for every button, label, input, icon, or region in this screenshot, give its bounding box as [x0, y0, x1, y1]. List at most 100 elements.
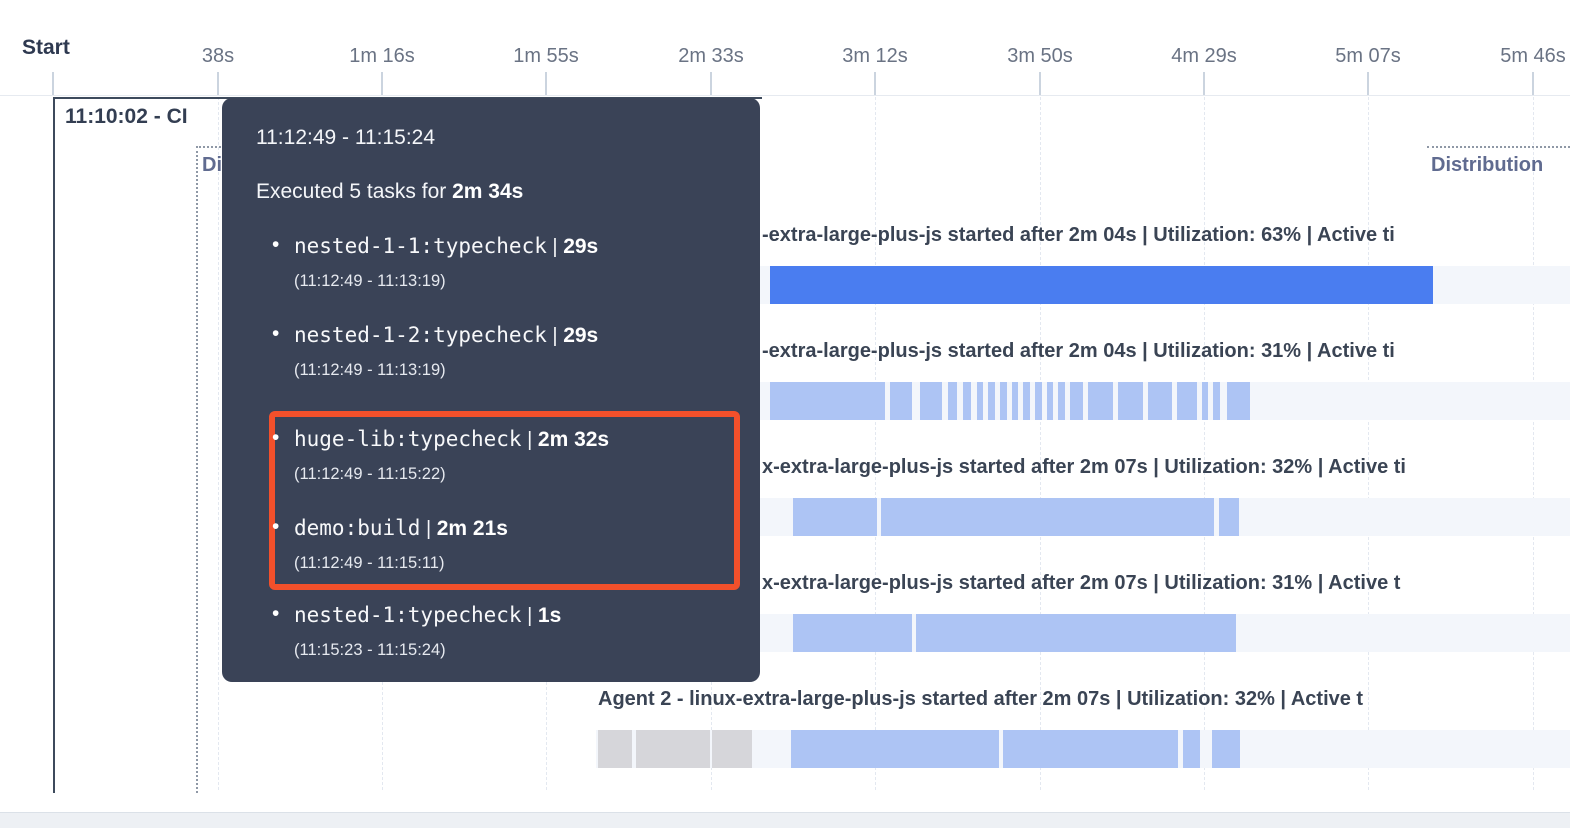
- task-bar-segment[interactable]: [963, 382, 971, 420]
- gridline: [875, 97, 876, 790]
- task-bar-segment[interactable]: [1047, 382, 1053, 420]
- task-bar-segment[interactable]: [770, 266, 1433, 304]
- tooltip-summary-duration: 2m 34s: [452, 180, 524, 203]
- tick-mark: [381, 72, 383, 95]
- task-duration: 2m 32s: [537, 428, 610, 451]
- agent-startup-segment[interactable]: [598, 730, 632, 768]
- gridline: [1368, 97, 1369, 790]
- task-bar-segment[interactable]: [793, 498, 877, 536]
- task-bar-segment[interactable]: [1023, 382, 1030, 420]
- task-duration: 29s: [563, 235, 599, 258]
- task-bar-segment[interactable]: [1088, 382, 1113, 420]
- task-bar-segment[interactable]: [1227, 382, 1250, 420]
- task-bar-segment[interactable]: [793, 614, 912, 652]
- task-bar-segment[interactable]: [1058, 382, 1065, 420]
- tick-mark: [874, 72, 876, 95]
- task-bar-segment[interactable]: [1183, 730, 1200, 768]
- tooltip-summary: Executed 5 tasks for 2m 34s: [256, 178, 726, 205]
- tick-mark: [1203, 72, 1205, 95]
- task-bar-segment[interactable]: [948, 382, 957, 420]
- gridline: [1204, 97, 1205, 790]
- tick-label: 1m 55s: [513, 45, 579, 67]
- tick-mark: [1039, 72, 1041, 95]
- tooltip-time-range: 11:12:49 - 11:15:24: [256, 126, 436, 149]
- tick-label: 1m 16s: [349, 45, 415, 67]
- task-name: nested-1-2:typecheck: [294, 323, 547, 347]
- axis-baseline: [0, 95, 1570, 96]
- task-bar-segment[interactable]: [890, 382, 912, 420]
- axis-start-label: Start: [22, 36, 70, 59]
- task-separator: |: [521, 429, 538, 451]
- task-bar-segment[interactable]: [881, 498, 1214, 536]
- task-bar-segment[interactable]: [1118, 382, 1143, 420]
- gridline: [1040, 97, 1041, 790]
- task-bar-segment[interactable]: [791, 730, 999, 768]
- tick-label: 3m 12s: [842, 45, 908, 67]
- task-times: (11:12:49 - 11:13:19): [294, 272, 446, 290]
- highlighted-tasks-box: huge-lib:typecheck | 2m 32s (11:12:49 - 1…: [269, 411, 740, 590]
- tick-label: 38s: [201, 45, 235, 67]
- task-bar-segment[interactable]: [1219, 498, 1239, 536]
- tick-mark: [1367, 72, 1369, 95]
- task-duration: 1s: [537, 604, 562, 627]
- gridline: [1533, 97, 1534, 790]
- task-bar-segment[interactable]: [1035, 382, 1042, 420]
- tooltip-task-item: nested-1-1:typecheck | 29s (11:12:49 - 11…: [272, 233, 726, 293]
- tooltip-task-item: huge-lib:typecheck | 2m 32s (11:12:49 - 1…: [272, 426, 720, 486]
- task-separator: |: [546, 325, 564, 347]
- agent-tasks-tooltip: 11:12:49 - 11:15:24 Executed 5 tasks for…: [222, 98, 760, 682]
- task-bar-segment[interactable]: [770, 382, 885, 420]
- task-separator: |: [546, 236, 564, 258]
- agent-startup-segment[interactable]: [712, 730, 752, 768]
- task-bar-segment[interactable]: [1000, 382, 1007, 420]
- tooltip-task-item: nested-1-2:typecheck | 29s (11:12:49 - 11…: [272, 322, 726, 382]
- distribution-box: Distribution: [1427, 146, 1570, 793]
- task-name: huge-lib:typecheck: [294, 427, 522, 451]
- task-name: nested-1:typecheck: [294, 603, 522, 627]
- task-bar-segment[interactable]: [1202, 382, 1208, 420]
- task-name: nested-1-1:typecheck: [294, 234, 547, 258]
- task-times: (11:12:49 - 11:13:19): [294, 361, 446, 379]
- task-bar-segment[interactable]: [1012, 382, 1018, 420]
- tick-label: 2m 33s: [678, 45, 744, 67]
- tick-mark: [217, 72, 219, 95]
- tick-mark: [1532, 72, 1534, 95]
- agent-startup-segment[interactable]: [636, 730, 710, 768]
- task-times: (11:12:49 - 11:15:11): [294, 554, 445, 572]
- distribution-label: Distribution: [1431, 154, 1544, 176]
- build-group-title: 11:10:02 - CI: [65, 105, 188, 128]
- agent-label: -extra-large-plus-js started after 2m 04…: [762, 224, 1395, 246]
- task-bar-segment[interactable]: [1213, 382, 1220, 420]
- agent-label: -extra-large-plus-js started after 2m 04…: [762, 340, 1395, 362]
- task-bar-segment[interactable]: [988, 382, 995, 420]
- tooltip-task-item: demo:build | 2m 21s (11:12:49 - 11:15:11): [272, 515, 720, 575]
- task-bar-segment[interactable]: [1070, 382, 1083, 420]
- tick-label: 3m 50s: [1007, 45, 1073, 67]
- tick-label: 4m 29s: [1171, 45, 1237, 67]
- task-bar-segment[interactable]: [920, 382, 942, 420]
- task-bar-segment[interactable]: [977, 382, 983, 420]
- task-times: (11:12:49 - 11:15:22): [294, 465, 446, 483]
- tick-label: 5m 46s: [1500, 45, 1566, 67]
- task-duration: 2m 21s: [436, 517, 508, 540]
- task-times: (11:15:23 - 11:15:24): [294, 641, 446, 659]
- task-name: demo:build: [294, 516, 421, 540]
- tooltip-summary-text: Executed 5 tasks for: [256, 180, 453, 203]
- task-bar-segment[interactable]: [916, 614, 1236, 652]
- agent-label: Agent 2 - linux-extra-large-plus-js star…: [598, 688, 1364, 710]
- task-separator: |: [521, 605, 538, 627]
- agent-label: x-extra-large-plus-js started after 2m 0…: [762, 572, 1401, 594]
- task-bar-segment[interactable]: [1177, 382, 1197, 420]
- tick-mark: [710, 72, 712, 95]
- task-bar-segment[interactable]: [1003, 730, 1178, 768]
- task-bar-segment[interactable]: [1148, 382, 1172, 420]
- agent-label: x-extra-large-plus-js started after 2m 0…: [762, 456, 1406, 478]
- tick-mark: [52, 72, 54, 95]
- task-duration: 29s: [563, 324, 599, 347]
- tooltip-task-list: nested-1-1:typecheck | 29s (11:12:49 - 11…: [256, 233, 740, 662]
- task-bar-segment[interactable]: [1212, 730, 1240, 768]
- bottom-strip: [0, 812, 1570, 828]
- tooltip-task-item: nested-1:typecheck | 1s (11:15:23 - 11:15…: [272, 602, 726, 662]
- tick-mark: [545, 72, 547, 95]
